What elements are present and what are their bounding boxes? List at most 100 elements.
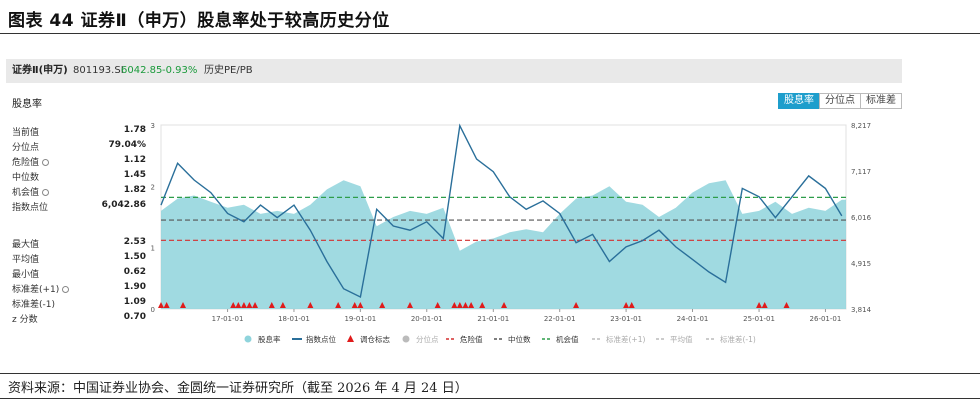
stat-label: 机会值 bbox=[12, 188, 40, 198]
adjustment-marker bbox=[756, 302, 763, 308]
index-header: 证券Ⅱ(申万) 801193.SI 6042.85 -0.93% 历史PE/PB bbox=[6, 59, 902, 83]
stat-value: 79.04% bbox=[108, 140, 147, 150]
x-tick-label: 19-01-01 bbox=[344, 315, 376, 323]
right-y-axis: 3,814 4,915 6,016 7,117 8,217 bbox=[851, 122, 872, 314]
adjustment-marker bbox=[235, 302, 242, 308]
gear-icon[interactable] bbox=[42, 189, 50, 196]
stat-value: 0.62 bbox=[123, 267, 146, 277]
tab-std-dev[interactable]: 标准差 bbox=[860, 93, 902, 109]
adjustment-marker bbox=[462, 302, 469, 308]
figure-title: 图表 44 证券Ⅱ（申万）股息率处于较高历史分位 bbox=[8, 11, 390, 31]
right-tick-label: 7,117 bbox=[851, 168, 871, 176]
legend-label: 股息率 bbox=[258, 334, 281, 344]
left-tick-label: 0 bbox=[151, 306, 155, 314]
stat-mean: 平均值 1.50 bbox=[12, 252, 152, 265]
legend-label: 指数点位 bbox=[306, 334, 336, 344]
adjustment-marker bbox=[163, 302, 170, 308]
stat-value: 1.78 bbox=[123, 125, 146, 135]
x-axis: 17-01-01 18-01-01 19-01-01 20-01-01 21-01-01… bbox=[212, 309, 841, 323]
left-tick-label: 2 bbox=[151, 183, 155, 191]
stat-max: 最大值 2.53 bbox=[12, 237, 152, 250]
stat-value: 1.82 bbox=[123, 185, 146, 195]
panel-title: 股息率 bbox=[12, 99, 42, 110]
legend-label: 标准差(+1) bbox=[606, 334, 645, 344]
index-name: 证券Ⅱ(申万) bbox=[12, 65, 68, 76]
chart-legend: 股息率 指数点位 调仓标志 分位点 危险值 中位数 机会值 标准差(+1) 平均值 标准差(-1) bbox=[244, 334, 756, 344]
right-tick-label: 6,016 bbox=[851, 214, 872, 222]
left-tick-label: 3 bbox=[151, 122, 155, 130]
x-tick-label: 24-01-01 bbox=[677, 315, 709, 323]
stat-label: 分位点 bbox=[12, 143, 40, 153]
history-pe-pb-tab[interactable]: 历史PE/PB bbox=[204, 65, 253, 76]
stat-min: 最小值 0.62 bbox=[12, 267, 152, 280]
bottom-rule-2 bbox=[0, 398, 980, 399]
stat-value: 2.53 bbox=[123, 237, 146, 247]
stat-current: 当前值 1.78 bbox=[12, 125, 152, 138]
bottom-rule bbox=[0, 373, 980, 374]
legend-marker bbox=[402, 335, 410, 343]
tab-dividend-yield[interactable]: 股息率 bbox=[778, 93, 820, 109]
adjustment-marker bbox=[180, 302, 187, 308]
index-price: 6042.85 bbox=[121, 65, 163, 76]
tab-percentile[interactable]: 分位点 bbox=[819, 93, 861, 109]
adjustment-marker bbox=[407, 302, 414, 308]
adjustment-marker bbox=[628, 302, 635, 308]
adjustment-marker bbox=[158, 302, 164, 308]
stat-std-minus: 标准差(-1) 1.09 bbox=[12, 297, 152, 310]
right-tick-label: 3,814 bbox=[851, 306, 872, 314]
x-tick-label: 21-01-01 bbox=[477, 315, 509, 323]
adjustment-marker bbox=[240, 302, 247, 308]
legend-marker bbox=[347, 335, 354, 342]
adjustment-marker bbox=[230, 302, 237, 308]
adjustment-marker bbox=[268, 302, 275, 308]
stat-label: 中位数 bbox=[12, 173, 40, 183]
stat-value: 6,042.86 bbox=[101, 200, 146, 210]
stat-label: 指数点位 bbox=[12, 203, 49, 213]
plot-area bbox=[158, 123, 847, 310]
adjustment-marker bbox=[351, 302, 358, 308]
legend-label: 中位数 bbox=[508, 334, 531, 344]
adjustment-marker bbox=[456, 302, 463, 308]
dividend-yield-area bbox=[161, 180, 846, 309]
stat-danger: 危险值 1.12 bbox=[12, 155, 152, 168]
gear-icon[interactable] bbox=[62, 286, 70, 293]
chart-panel: 证券Ⅱ(申万) 801193.SI 6042.85 -0.93% 历史PE/PB… bbox=[6, 59, 902, 367]
legend-marker bbox=[244, 335, 252, 343]
stat-label: z 分数 bbox=[12, 315, 38, 325]
adjustment-marker bbox=[468, 302, 475, 308]
x-tick-label: 25-01-01 bbox=[743, 315, 775, 323]
adjustment-marker bbox=[379, 302, 386, 308]
stat-value: 1.12 bbox=[123, 155, 146, 165]
index-level-line bbox=[160, 123, 843, 299]
stat-index-level: 指数点位 6,042.86 bbox=[12, 200, 152, 213]
stat-value: 1.90 bbox=[123, 282, 146, 292]
adjustment-marker bbox=[451, 302, 458, 308]
stat-label: 平均值 bbox=[12, 255, 40, 265]
stat-label: 当前值 bbox=[12, 128, 40, 138]
legend-label: 分位点 bbox=[416, 334, 439, 344]
legend-label: 调仓标志 bbox=[360, 334, 390, 344]
adjustment-marker bbox=[783, 302, 790, 308]
adjustment-marker bbox=[307, 302, 314, 308]
x-tick-label: 22-01-01 bbox=[544, 315, 576, 323]
adjustment-marker bbox=[434, 302, 441, 308]
adjustment-marker bbox=[279, 302, 286, 308]
left-tick-label: 1 bbox=[151, 245, 155, 253]
stat-value: 1.45 bbox=[123, 170, 146, 180]
adjustment-marker bbox=[335, 302, 342, 308]
index-change: -0.93% bbox=[162, 65, 198, 76]
stat-value: 1.09 bbox=[123, 297, 146, 307]
adjustment-marker bbox=[623, 302, 630, 308]
stat-label: 标准差(+1) bbox=[12, 285, 60, 295]
stat-label: 最大值 bbox=[12, 240, 40, 250]
legend-label: 机会值 bbox=[556, 334, 579, 344]
adjustment-marker bbox=[573, 302, 580, 308]
gear-icon[interactable] bbox=[42, 159, 50, 166]
source-note: 资料来源：中国证券业协会、金圆统一证券研究所（截至 2026 年 4 月 24 … bbox=[8, 381, 468, 396]
x-tick-label: 20-01-01 bbox=[411, 315, 443, 323]
adjustment-marker bbox=[761, 302, 768, 308]
stat-zscore: z 分数 0.70 bbox=[12, 312, 152, 325]
stat-value: 0.70 bbox=[123, 312, 146, 322]
index-code: 801193.SI bbox=[73, 65, 124, 76]
